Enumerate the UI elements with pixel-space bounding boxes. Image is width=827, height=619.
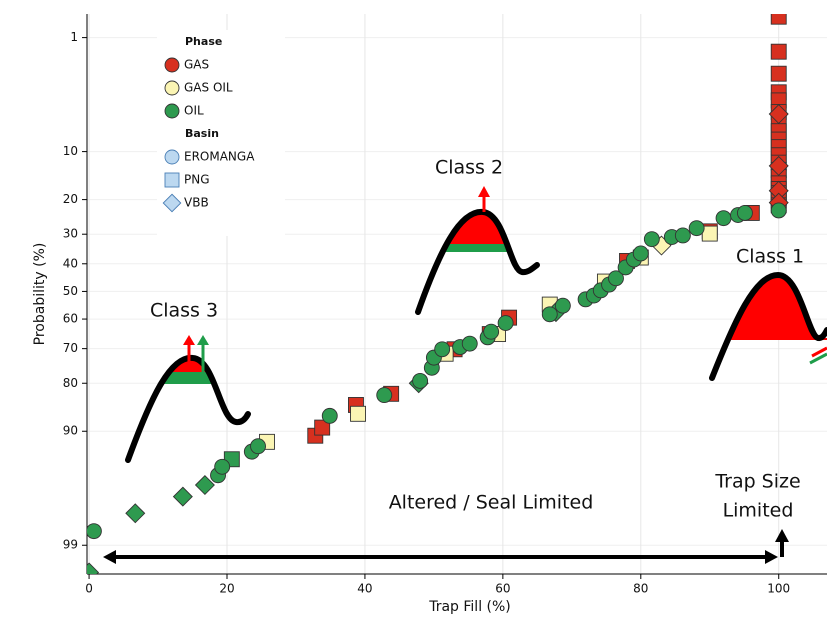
data-point bbox=[350, 405, 366, 422]
annotation: Trap Size bbox=[714, 471, 800, 493]
data-point bbox=[770, 202, 787, 219]
legend-label: OIL bbox=[184, 104, 204, 118]
legend-title: Phase bbox=[185, 35, 222, 48]
x-tick-label: 20 bbox=[219, 582, 234, 596]
data-point bbox=[643, 231, 660, 248]
data-point bbox=[770, 65, 787, 82]
class-1-sketch bbox=[709, 271, 827, 381]
data-point bbox=[770, 14, 787, 25]
legend-marker bbox=[164, 149, 180, 165]
y-tick-label: 60 bbox=[63, 312, 78, 326]
x-tick-label: 60 bbox=[495, 582, 510, 596]
y-tick-label: 80 bbox=[63, 376, 78, 390]
annotation: Class 1 bbox=[736, 246, 804, 268]
data-point bbox=[376, 387, 393, 404]
data-point bbox=[250, 438, 266, 455]
axes: 1 10 20 30 40 50 60 70 80 90 99 0 20 40 60 80 100 bbox=[63, 14, 827, 596]
y-axis-title: Probability (%) bbox=[32, 243, 48, 346]
data-point bbox=[688, 220, 705, 237]
data-point bbox=[497, 315, 514, 331]
legend: Phase GAS GAS OIL OIL Basin EROMANGA PNG VBB bbox=[157, 30, 285, 236]
data-point bbox=[87, 562, 100, 574]
legend-label: VBB bbox=[184, 196, 209, 210]
y-tick-label: 70 bbox=[63, 341, 78, 355]
data-point bbox=[194, 475, 215, 496]
grid bbox=[87, 14, 827, 574]
data-point bbox=[483, 323, 500, 340]
y-tick-label: 90 bbox=[63, 424, 78, 438]
data-point bbox=[541, 306, 558, 323]
data-point bbox=[768, 104, 789, 125]
x-tick-label: 100 bbox=[767, 582, 790, 596]
data-point bbox=[412, 372, 429, 389]
legend-marker bbox=[164, 103, 180, 119]
data-point bbox=[770, 43, 787, 60]
y-tick-label: 10 bbox=[63, 144, 78, 158]
y-tick-label: 20 bbox=[63, 192, 78, 206]
class-3-sketch bbox=[125, 335, 251, 463]
class-2-sketch bbox=[415, 186, 540, 315]
data-point bbox=[172, 486, 193, 507]
y-tick-label: 99 bbox=[63, 538, 78, 552]
data-point bbox=[715, 210, 732, 227]
legend-label: GAS bbox=[184, 58, 209, 72]
x-tick-label: 40 bbox=[357, 582, 372, 596]
data-point bbox=[321, 407, 338, 424]
annotation: Limited bbox=[723, 500, 794, 522]
data-point bbox=[87, 523, 102, 540]
data-point bbox=[314, 419, 331, 436]
x-tick-label: 0 bbox=[85, 582, 93, 596]
data-point bbox=[554, 297, 571, 314]
x-tick-label: 80 bbox=[633, 582, 648, 596]
range-arrows bbox=[103, 529, 789, 564]
points bbox=[87, 14, 789, 574]
legend-label: PNG bbox=[184, 173, 210, 187]
data-point bbox=[125, 503, 146, 524]
y-tick-label: 50 bbox=[63, 284, 78, 298]
legend-marker bbox=[164, 172, 180, 188]
data-point bbox=[632, 245, 649, 262]
y-tick-label: 40 bbox=[63, 256, 78, 270]
data-point bbox=[736, 205, 753, 221]
annotation: Altered / Seal Limited bbox=[389, 492, 594, 514]
legend-marker bbox=[164, 57, 180, 73]
x-axis-title: Trap Fill (%) bbox=[428, 599, 511, 615]
legend-label: EROMANGA bbox=[184, 150, 255, 164]
data-point bbox=[214, 458, 231, 475]
data-point bbox=[608, 270, 624, 287]
data-point bbox=[434, 341, 451, 358]
legend-marker bbox=[164, 80, 180, 96]
y-tick-label: 30 bbox=[63, 227, 78, 241]
annotation: Class 2 bbox=[435, 157, 503, 179]
data-point bbox=[674, 227, 691, 244]
y-tick-label: 1 bbox=[70, 30, 78, 44]
data-point bbox=[461, 335, 478, 352]
annotation: Class 3 bbox=[150, 300, 218, 322]
legend-marker bbox=[162, 193, 182, 213]
data-point bbox=[768, 155, 789, 176]
legend-title: Basin bbox=[185, 127, 219, 140]
legend-label: GAS OIL bbox=[184, 81, 233, 95]
